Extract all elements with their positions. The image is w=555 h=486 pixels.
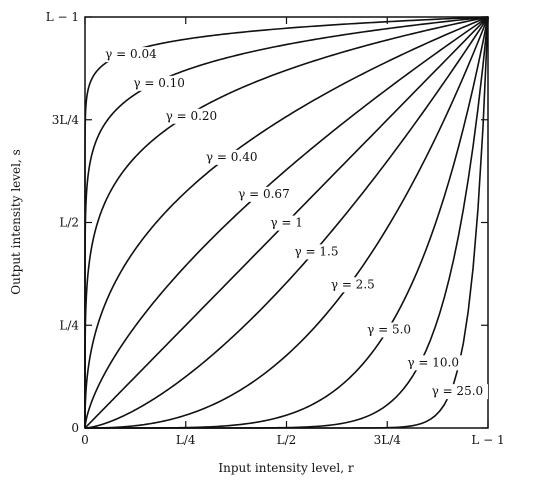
curve-label-bg-2	[163, 108, 222, 124]
gamma-curve-2	[84, 16, 489, 428]
curve-label-layer: γ = 0.04 γ = 0.10 γ = 0.20 γ = 0.40 γ = 0.67…	[103, 47, 488, 400]
tick-layer: 0 L/4 L/2 3L/4 L − 1 0 L/4 L/2 3L/4 L − 1	[46, 10, 505, 447]
gamma-curve-3	[84, 16, 489, 429]
curve-label-1: γ = 0.10	[133, 76, 185, 90]
y-tick-label-3: 3L/4	[52, 113, 80, 127]
curve-label-bg-4	[236, 186, 295, 202]
curve-label-9: γ = 10.0	[407, 355, 459, 369]
curve-label-3: γ = 0.40	[206, 150, 258, 164]
curve-label-2: γ = 0.20	[166, 109, 218, 123]
curve-label-8: γ = 5.0	[367, 322, 411, 336]
y-tick-label-1: L/4	[59, 318, 79, 332]
x-tick-label-4: L − 1	[471, 433, 504, 447]
curve-label-bg-10	[429, 384, 488, 400]
curve-label-0: γ = 0.04	[105, 47, 157, 61]
curve-label-10: γ = 25.0	[432, 384, 484, 398]
y-tick-label-0: 0	[71, 421, 79, 435]
x-tick-label-0: 0	[81, 433, 89, 447]
curve-label-6: γ = 1.5	[295, 244, 339, 258]
curve-label-7: γ = 2.5	[331, 277, 375, 291]
curve-label-bg-6	[292, 244, 345, 260]
y-tick-label-2: L/2	[59, 216, 79, 230]
curve-label-bg-8	[365, 322, 417, 338]
x-tick-label-2: L/2	[277, 433, 297, 447]
curve-label-bg-5	[268, 215, 307, 231]
x-tick-label-3: 3L/4	[374, 433, 402, 447]
curve-label-bg-3	[203, 149, 263, 165]
curve-label-bg-1	[131, 75, 190, 91]
curve-label-4: γ = 0.67	[238, 187, 290, 201]
gamma-curve-4	[84, 16, 489, 429]
curve-label-5: γ = 1	[270, 216, 303, 230]
y-axis-label: Output intensity level, s	[9, 149, 23, 295]
gamma-curve-5	[84, 16, 489, 429]
curve-label-bg-9	[405, 355, 464, 371]
curve-label-bg-7	[328, 277, 381, 293]
y-tick-label-4: L − 1	[46, 10, 79, 24]
x-tick-label-1: L/4	[176, 433, 196, 447]
gamma-curve-1	[84, 16, 489, 428]
x-axis-label: Input intensity level, r	[218, 461, 353, 475]
curve-label-bg-0	[103, 47, 162, 63]
